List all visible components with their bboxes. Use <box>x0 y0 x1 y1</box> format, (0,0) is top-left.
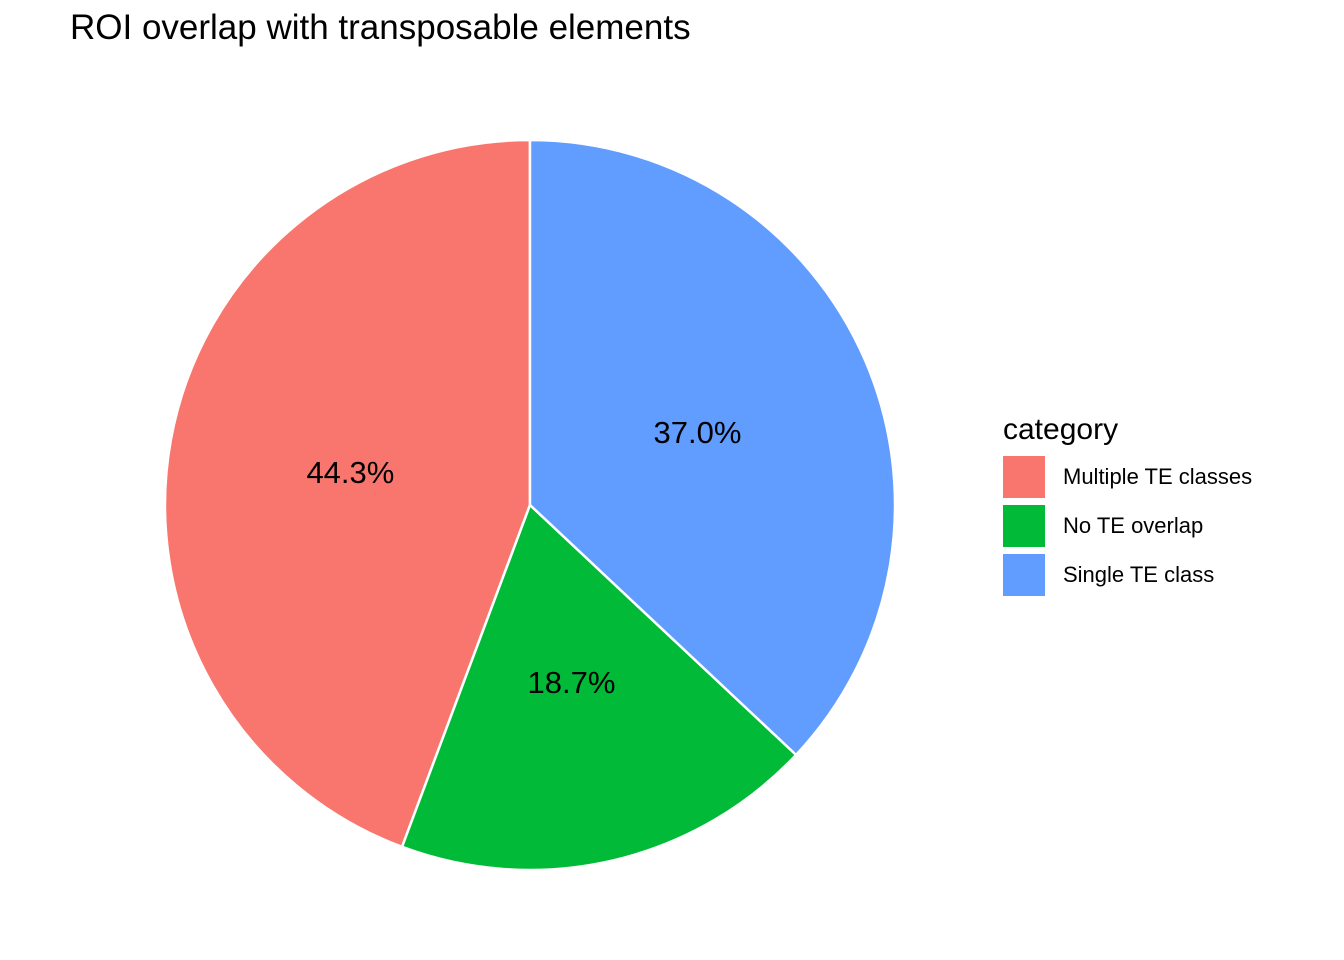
slice-label: 18.7% <box>528 665 616 700</box>
legend-swatch <box>1003 505 1045 547</box>
legend: category Multiple TE classes No TE overla… <box>1003 415 1252 603</box>
pie-slice-multiple-te-classes <box>163 138 532 849</box>
legend-item-label: Multiple TE classes <box>1063 464 1253 489</box>
pie-slice-single-te-class <box>528 138 897 757</box>
legend-items: Multiple TE classes No TE overlap Single T… <box>1003 456 1252 596</box>
chart-title: ROI overlap with transposable elements <box>70 8 691 47</box>
slice-label: 37.0% <box>654 415 742 450</box>
legend-title: category <box>1003 413 1119 446</box>
legend-item: No TE overlap <box>1003 505 1252 547</box>
legend-item-label: Single TE class <box>1063 562 1215 587</box>
legend-item: Multiple TE classes <box>1003 456 1252 498</box>
slice-label: 44.3% <box>306 455 394 490</box>
legend-swatch <box>1003 554 1045 596</box>
legend-item-label: No TE overlap <box>1063 513 1204 538</box>
pie-slice-no-te-overlap <box>400 503 798 872</box>
legend-swatch <box>1003 456 1045 498</box>
legend-item: Single TE class <box>1003 554 1252 596</box>
